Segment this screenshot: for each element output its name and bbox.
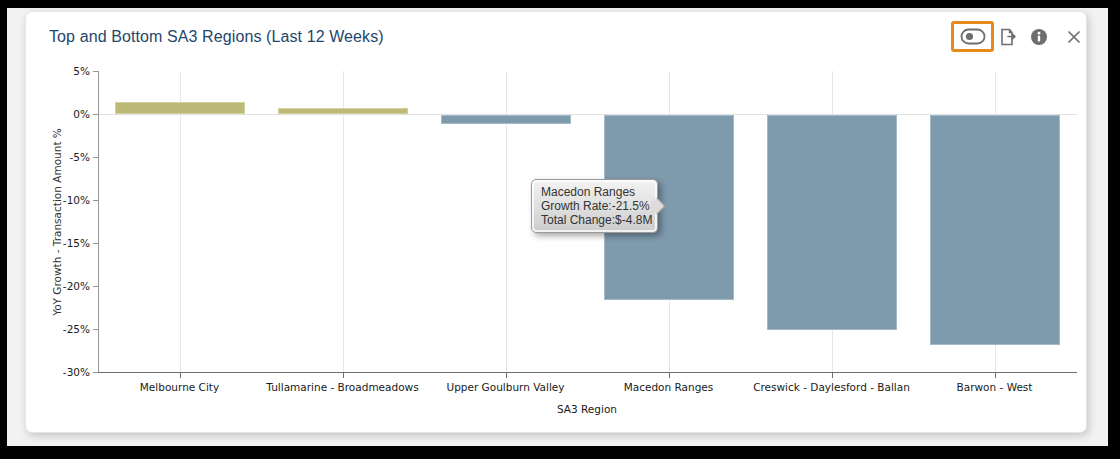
y-axis-tick [93,329,98,330]
x-axis-title: SA3 Region [98,403,1076,415]
bar-barwon-west[interactable] [930,115,1060,345]
x-category-label: Tullamarine - Broadmeadows [253,381,433,393]
gridline-vertical [343,71,344,372]
tooltip-total-change: Total Change:$-4.8M [541,214,648,228]
x-category-label: Creswick - Daylesford - Ballan [742,381,922,393]
bar-melbourne-city[interactable] [115,102,245,114]
x-axis-tick [669,373,670,378]
chart-area: YoY Growth - Transaction Amount % SA3 Re… [26,12,1086,432]
y-axis-tick [93,200,98,201]
bar-creswick-daylesford-ballan[interactable] [767,115,897,330]
y-axis-tick [93,372,98,373]
y-axis-tick [93,243,98,244]
chart-tooltip: Macedon Ranges Growth Rate:-21.5% Total … [531,179,658,233]
x-axis-tick [180,373,181,378]
y-tick-label: 5% [46,65,90,77]
y-tick-label: -10% [46,194,90,206]
gridline-vertical [180,71,181,372]
x-axis-tick [995,373,996,378]
y-tick-label: -20% [46,280,90,292]
y-axis-tick [93,157,98,158]
y-tick-label: -30% [46,366,90,378]
bar-upper-goulburn-valley[interactable] [441,115,571,124]
x-category-label: Macedon Ranges [579,381,759,393]
x-category-label: Upper Goulburn Valley [416,381,596,393]
y-tick-label: 0% [46,108,90,120]
y-tick-label: -25% [46,323,90,335]
bar-tullamarine-broadmeadows[interactable] [278,108,408,114]
y-axis-tick [93,71,98,72]
y-tick-label: -5% [46,151,90,163]
tooltip-growth-rate: Growth Rate:-21.5% [541,200,648,214]
x-axis-tick [343,373,344,378]
y-axis-line [98,71,99,373]
tooltip-region: Macedon Ranges [541,186,648,200]
x-axis-line [98,372,1077,373]
x-axis-tick [506,373,507,378]
y-tick-label: -15% [46,237,90,249]
x-category-label: Barwon - West [905,381,1085,393]
x-axis-tick [832,373,833,378]
x-category-label: Melbourne City [90,381,270,393]
y-axis-tick [93,114,98,115]
y-axis-tick [93,286,98,287]
chart-widget-card: Top and Bottom SA3 Regions (Last 12 Week… [25,11,1087,433]
